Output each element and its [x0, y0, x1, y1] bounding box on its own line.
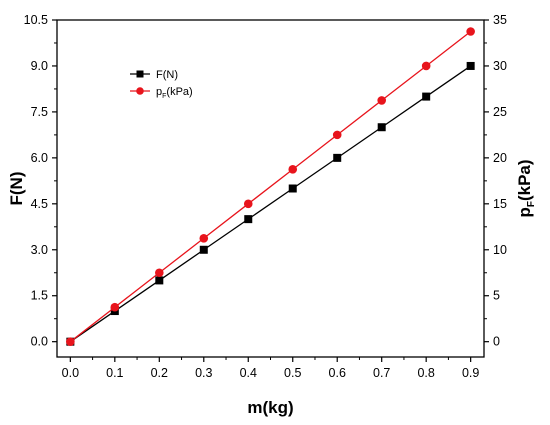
legend-label-pf-tail: (kPa)	[166, 86, 192, 98]
data-point-pf	[466, 27, 475, 36]
x-tick-label: 0.4	[240, 366, 257, 380]
y-right-axis-label: pF(kPa)	[515, 159, 537, 217]
legend-item-f: F(N)	[130, 69, 178, 81]
x-tick-label: 0.6	[329, 366, 346, 380]
data-point-f	[377, 123, 386, 132]
x-tick-label: 0.7	[373, 366, 390, 380]
y-right-tick-label: 5	[493, 289, 500, 303]
data-point-f	[155, 276, 164, 285]
data-point-pf	[288, 165, 298, 174]
legend-label-pf-main: p	[156, 86, 162, 98]
data-point-pf	[110, 302, 120, 312]
x-axis-ticks: 0.0 0.1 0.2 0.3 0.4 0.5 0.6 0.7 0.8 0.9	[62, 357, 479, 380]
y-left-axis-ticks: 0.0 1.5 3.0 4.5 6.0 7.5 9.0 10.5	[24, 13, 57, 349]
y-right-axis-ticks: 0 5 10 15 20 25 30 35	[484, 13, 507, 349]
x-tick-label: 0.8	[417, 366, 434, 380]
y-right-tick-label: 20	[493, 151, 507, 165]
x-tick-label: 0.9	[462, 366, 479, 380]
y-right-axis-label-main: p	[515, 207, 534, 217]
y-left-tick-label: 10.5	[24, 13, 48, 27]
data-point-pf	[199, 233, 209, 243]
legend-label-pf: pF(kPa)	[156, 86, 193, 100]
series-layer	[66, 27, 475, 346]
data-point-f	[333, 153, 342, 162]
legend-label-pf-sub: F	[162, 93, 166, 100]
x-tick-label: 0.5	[284, 366, 301, 380]
y-right-tick-label: 0	[493, 335, 500, 349]
x-tick-label: 0.2	[151, 366, 168, 380]
y-right-tick-label: 25	[493, 105, 507, 119]
y-right-tick-label: 15	[493, 197, 507, 211]
y-right-tick-label: 30	[493, 59, 507, 73]
x-tick-label: 0.0	[62, 366, 79, 380]
y-left-tick-label: 6.0	[31, 151, 48, 165]
legend-swatch-marker-f	[136, 70, 144, 78]
legend-swatch-marker-pf	[136, 87, 144, 95]
x-tick-label: 0.3	[195, 366, 212, 380]
data-point-pf	[66, 337, 75, 346]
legend-label-f: F(N)	[156, 69, 178, 81]
data-point-pf	[243, 199, 253, 209]
y-right-axis-label-sub: F	[526, 201, 537, 207]
data-point-f	[422, 92, 431, 101]
data-point-pf	[332, 130, 342, 140]
y-left-tick-label: 4.5	[31, 197, 48, 211]
x-tick-label: 0.1	[106, 366, 123, 380]
data-point-f	[466, 61, 475, 70]
data-point-f	[244, 215, 253, 224]
data-point-pf	[377, 96, 386, 105]
y-left-tick-label: 9.0	[31, 59, 48, 73]
series-line-f	[69, 65, 472, 343]
y-right-tick-label: 35	[493, 13, 507, 27]
x-axis-label: m(kg)	[247, 398, 293, 417]
y-left-tick-label: 7.5	[31, 105, 48, 119]
data-point-pf	[155, 268, 164, 278]
y-left-tick-label: 1.5	[31, 289, 48, 303]
data-point-f	[199, 245, 208, 254]
y-left-tick-label: 3.0	[31, 243, 48, 257]
y-left-tick-label: 0.0	[31, 335, 48, 349]
legend: F(N) pF(kPa)	[130, 69, 193, 100]
y-right-axis-label-tail: (kPa)	[515, 159, 534, 201]
y-left-axis-label: F(N)	[7, 172, 26, 206]
y-right-tick-label: 10	[493, 243, 507, 257]
legend-item-pf: pF(kPa)	[130, 86, 193, 100]
data-point-f	[288, 184, 297, 193]
series-line-pf	[69, 30, 472, 343]
data-point-pf	[421, 61, 431, 71]
